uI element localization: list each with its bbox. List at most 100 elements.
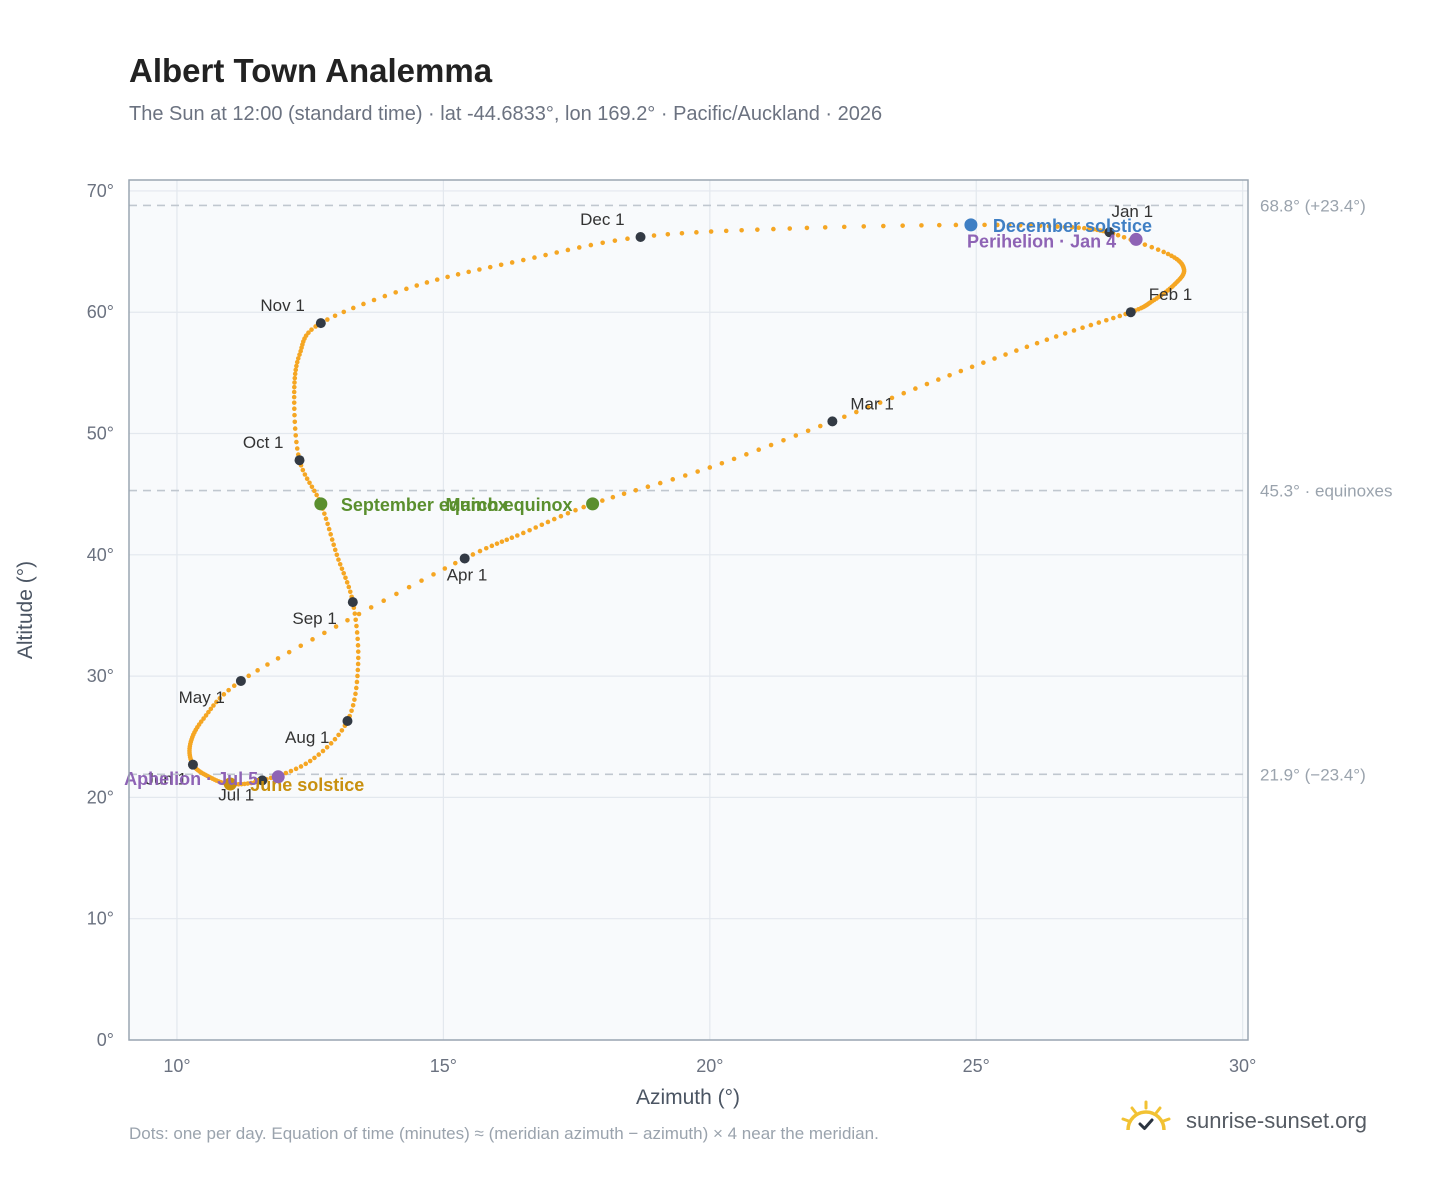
day-dot [455,272,461,277]
day-dot [913,386,918,391]
day-dot [682,473,688,478]
y-tick-label: 50° [87,424,114,444]
day-dot [265,662,270,667]
day-dot [477,548,483,554]
day-dot [504,537,510,543]
day-dot [900,223,905,228]
day-dot [1054,224,1060,229]
month-dot [187,759,198,770]
month-dot [342,715,353,726]
day-dot [339,566,345,572]
day-dot [231,683,237,689]
day-dot [302,472,308,477]
y-tick-label: 40° [87,545,114,565]
day-dot [1165,251,1171,257]
day-dot [325,317,330,322]
day-dot [353,617,358,623]
day-dot [310,637,315,642]
day-dot [731,456,737,462]
day-dot [300,467,306,473]
day-dot [292,380,297,385]
day-dot [1121,234,1127,240]
day-dot [1046,223,1052,229]
month-label: Apr 1 [447,565,488,584]
day-dot [1006,222,1012,228]
month-label: May 1 [179,688,225,707]
day-dot [670,477,676,482]
event-dot [223,777,237,791]
day-dot [1028,223,1033,228]
day-dot [554,250,559,255]
day-dot [203,713,209,718]
day-dot [1104,317,1109,323]
day-dot [328,532,333,537]
day-dot [739,227,744,233]
month-label: Sep 1 [292,609,336,628]
brand[interactable]: sunrise-sunset.org [1120,1100,1367,1141]
day-dot [588,242,594,248]
day-dot [292,371,298,377]
day-dot [292,412,297,418]
month-dot [635,232,646,243]
y-tick-label: 60° [87,302,114,322]
day-dot [1088,322,1094,328]
day-dot [292,419,298,425]
day-dot [312,488,317,494]
event-label: September equinox [341,495,508,515]
month-label: Aug 1 [285,728,329,747]
day-dot [306,330,311,335]
day-dot [1096,320,1102,325]
day-dot [345,618,350,623]
y-tick-label: 10° [87,909,114,929]
day-dot [332,547,338,553]
event-label: Aphelion · Jul 5 [124,769,258,789]
footnote: Dots: one per day. Equation of time (min… [129,1124,879,1143]
y-tick-label: 70° [87,181,114,201]
day-dot [958,368,964,374]
day-dot [969,364,975,370]
chart-title: Albert Town Analemma [129,52,493,89]
month-label: Feb 1 [1149,285,1192,304]
day-dot [466,269,471,275]
day-dot [1003,352,1008,357]
day-dot [283,770,289,776]
day-dot [286,649,292,655]
day-dot [346,584,352,590]
day-dot [995,222,1000,228]
day-dot [1111,315,1116,321]
day-dot [657,480,663,486]
day-dot [307,480,312,486]
day-dot [322,630,327,636]
day-dot [328,741,334,746]
x-tick-label: 10° [163,1056,190,1076]
day-dot [351,305,356,311]
day-dot [600,240,605,246]
day-dot [211,703,216,708]
day-dot [981,360,986,365]
day-dot [354,630,360,635]
day-dot [355,655,361,661]
day-dot [361,301,366,307]
month-label: Jul 1 [218,785,254,804]
day-dot [1082,225,1087,231]
day-dot [326,526,332,532]
day-dot [576,245,582,250]
day-dot [924,381,930,387]
day-dot [252,780,257,785]
day-dot [291,389,297,395]
event-label: June solstice [250,775,364,795]
day-dot [322,511,327,516]
day-dot [336,732,341,738]
day-dot [645,484,651,490]
day-dot [498,262,504,268]
day-dot [323,516,329,522]
day-dot [483,545,489,551]
brand-text: sunrise-sunset.org [1186,1107,1367,1133]
month-label: Mar 1 [850,394,893,413]
day-dot [889,395,895,401]
month-dot [294,455,305,466]
day-dot [539,522,545,528]
month-markers: Jan 1 Feb 1 Mar 1 Apr 1 May 1 Jun 1 Jul 1 Aug 1… [145,202,1192,804]
day-dot [679,230,685,236]
event-label: March equinox [446,495,573,515]
